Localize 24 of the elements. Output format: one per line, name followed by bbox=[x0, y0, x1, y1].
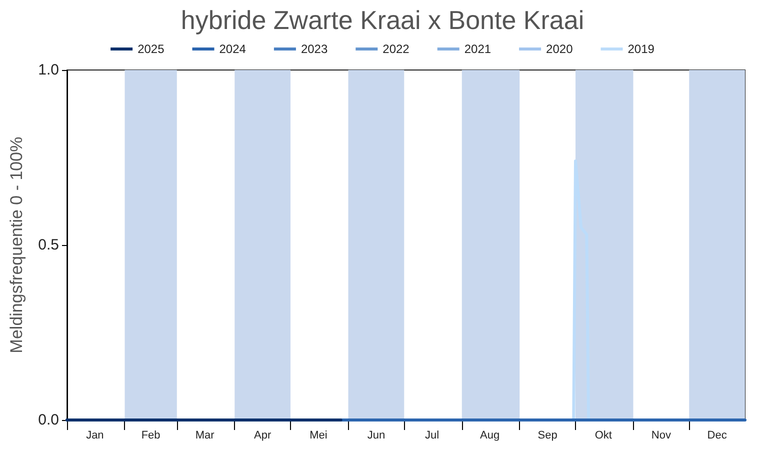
legend-label: 2022 bbox=[382, 42, 410, 56]
chart-title: hybride Zwarte Kraai x Bonte Kraai bbox=[180, 5, 584, 35]
x-tick-label: Feb bbox=[141, 430, 160, 442]
x-tick-label: Sep bbox=[538, 430, 558, 442]
x-tick-label: Nov bbox=[651, 430, 672, 442]
x-tick-label: Mei bbox=[310, 430, 328, 442]
legend-label: 2019 bbox=[628, 42, 655, 56]
legend-label: 2023 bbox=[300, 42, 328, 56]
x-tick-label: Jan bbox=[86, 430, 104, 442]
x-tick-label: Dec bbox=[707, 430, 728, 442]
x-tick-label: Okt bbox=[594, 430, 612, 442]
legend-label: 2025 bbox=[138, 42, 165, 56]
y-tick-label: 0.0 bbox=[38, 412, 59, 428]
y-tick-label: 0.5 bbox=[38, 236, 59, 254]
x-tick-label: Jul bbox=[425, 430, 440, 442]
legend-label: 2021 bbox=[464, 42, 492, 56]
legend-label: 2024 bbox=[219, 42, 246, 56]
x-tick-label: Mar bbox=[195, 430, 215, 442]
legend-label: 2020 bbox=[546, 42, 574, 56]
y-axis-title: Meldingsfrequentie 0 - 100% bbox=[7, 136, 26, 354]
y-tick-label: 1.0 bbox=[38, 62, 59, 78]
x-tick-label: Aug bbox=[480, 430, 500, 442]
x-tick-label: Apr bbox=[254, 430, 272, 442]
x-tick-label: Jun bbox=[367, 430, 386, 442]
